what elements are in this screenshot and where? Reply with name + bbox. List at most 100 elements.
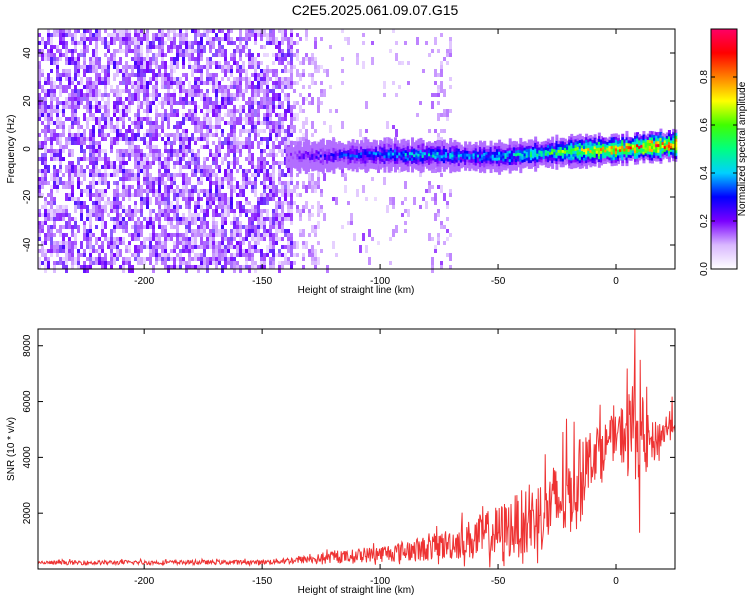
heatmap-noise-cell [203, 257, 206, 265]
heatmap-noise-cell [278, 141, 281, 145]
heatmap-noise-cell [101, 113, 104, 121]
heatmap-noise-cell [290, 265, 293, 269]
heatmap-noise-cell [44, 241, 47, 245]
heatmap-noise-cell [119, 37, 122, 41]
heatmap-noise-cell [449, 193, 452, 197]
heatmap-noise-cell [56, 189, 59, 193]
heatmap-noise-cell [209, 165, 212, 169]
heatmap-ridge-cell [306, 142, 310, 147]
heatmap-noise-cell [44, 45, 47, 49]
heatmap-noise-cell [266, 193, 269, 197]
heatmap-noise-cell [278, 249, 281, 253]
heatmap-ridge-cell [394, 154, 398, 159]
heatmap-ridge-cell [585, 142, 589, 146]
heatmap-noise-cell [125, 105, 128, 109]
heatmap-ridge-cell [534, 165, 538, 169]
heatmap-ridge-cell [481, 148, 485, 152]
heatmap-noise-cell [203, 233, 206, 237]
heatmap-ridge-cell [570, 159, 574, 164]
heatmap-noise-cell [260, 33, 263, 41]
heatmap-ridge-cell [502, 157, 506, 162]
heatmap-noise-cell [269, 77, 272, 81]
heatmap-ridge-cell [500, 145, 504, 149]
heatmap-noise-cell [56, 85, 59, 89]
heatmap-noise-cell [47, 249, 50, 253]
heatmap-noise-cell [287, 213, 290, 217]
heatmap-noise-cell [146, 41, 149, 45]
heatmap-noise-cell [290, 121, 293, 125]
heatmap-noise-cell [128, 197, 131, 201]
heatmap-ridge-cell [551, 165, 555, 169]
heatmap-noise-cell [44, 257, 47, 261]
heatmap-noise-cell [74, 109, 77, 113]
heatmap-ridge-cell [578, 165, 582, 169]
heatmap-noise-cell [134, 45, 137, 53]
heatmap-ridge-cell [510, 161, 514, 166]
heatmap-ridge-cell [385, 148, 389, 153]
heatmap-noise-cell [197, 257, 200, 261]
heatmap-noise-cell [95, 53, 98, 57]
heatmap-ridge-cell [461, 158, 465, 162]
heatmap-noise-cell [167, 257, 170, 261]
heatmap-noise-cell [191, 245, 194, 249]
heatmap-noise-cell [302, 229, 305, 237]
heatmap-noise-cell [152, 225, 155, 233]
heatmap-ridge-cell [546, 141, 550, 145]
heatmap-noise-cell [74, 61, 77, 65]
heatmap-noise-cell [110, 129, 113, 133]
heatmap-noise-cell [275, 233, 278, 237]
heatmap-noise-cell [143, 61, 146, 65]
heatmap-noise-cell [41, 169, 44, 173]
heatmap-ridge-cell [381, 155, 385, 160]
heatmap-ridge-cell [357, 146, 361, 150]
heatmap-noise-cell [125, 149, 128, 157]
heatmap-noise-cell [131, 93, 134, 101]
heatmap-noise-cell [86, 185, 89, 189]
heatmap-noise-cell [170, 41, 173, 45]
heatmap-noise-cell [182, 165, 185, 169]
heatmap-noise-cell [272, 213, 275, 217]
heatmap-noise-cell [62, 101, 65, 105]
heatmap-ridge-cell [546, 152, 550, 157]
heatmap-noise-cell [317, 241, 320, 245]
heatmap-noise-cell [203, 45, 206, 53]
heatmap-noise-cell [71, 41, 74, 45]
heatmap-noise-cell [65, 117, 68, 121]
heatmap-noise-cell [323, 121, 326, 125]
heatmap-noise-cell [179, 217, 182, 221]
heatmap-noise-cell [299, 77, 302, 81]
heatmap-noise-cell [272, 233, 275, 241]
heatmap-noise-cell [59, 145, 62, 149]
heatmap-noise-cell [149, 69, 152, 73]
heatmap-ridge-cell [519, 166, 523, 171]
heatmap-ridge-cell [430, 160, 434, 164]
heatmap-noise-cell [137, 69, 140, 73]
heatmap-noise-cell [119, 161, 122, 165]
heatmap-ridge-cell [529, 165, 533, 169]
heatmap-noise-cell [86, 193, 89, 197]
heatmap-ridge-cell [457, 168, 461, 172]
heatmap-noise-cell [101, 213, 104, 221]
heatmap-noise-cell [134, 133, 137, 141]
heatmap-noise-cell [86, 245, 89, 249]
heatmap-noise-cell [203, 213, 206, 221]
heatmap-noise-cell [446, 217, 449, 221]
heatmap-noise-cell [89, 253, 92, 257]
heatmap-noise-cell [317, 65, 320, 69]
heatmap-ridge-cell [381, 152, 385, 157]
heatmap-noise-cell [236, 145, 239, 153]
heatmap-noise-cell [194, 29, 197, 33]
heatmap-noise-cell [188, 197, 191, 205]
heatmap-noise-cell [50, 97, 53, 101]
heatmap-noise-cell [278, 125, 281, 129]
heatmap-ridge-cell [343, 158, 347, 163]
heatmap-ridge-cell [468, 147, 472, 151]
heatmap-noise-cell [164, 133, 167, 137]
heatmap-noise-cell [284, 117, 287, 121]
heatmap-noise-cell [146, 61, 149, 69]
heatmap-noise-cell [71, 97, 74, 101]
heatmap-noise-cell [143, 169, 146, 173]
heatmap-noise-cell [155, 89, 158, 93]
heatmap-ridge-cell [515, 155, 519, 160]
heatmap-noise-cell [236, 49, 239, 53]
